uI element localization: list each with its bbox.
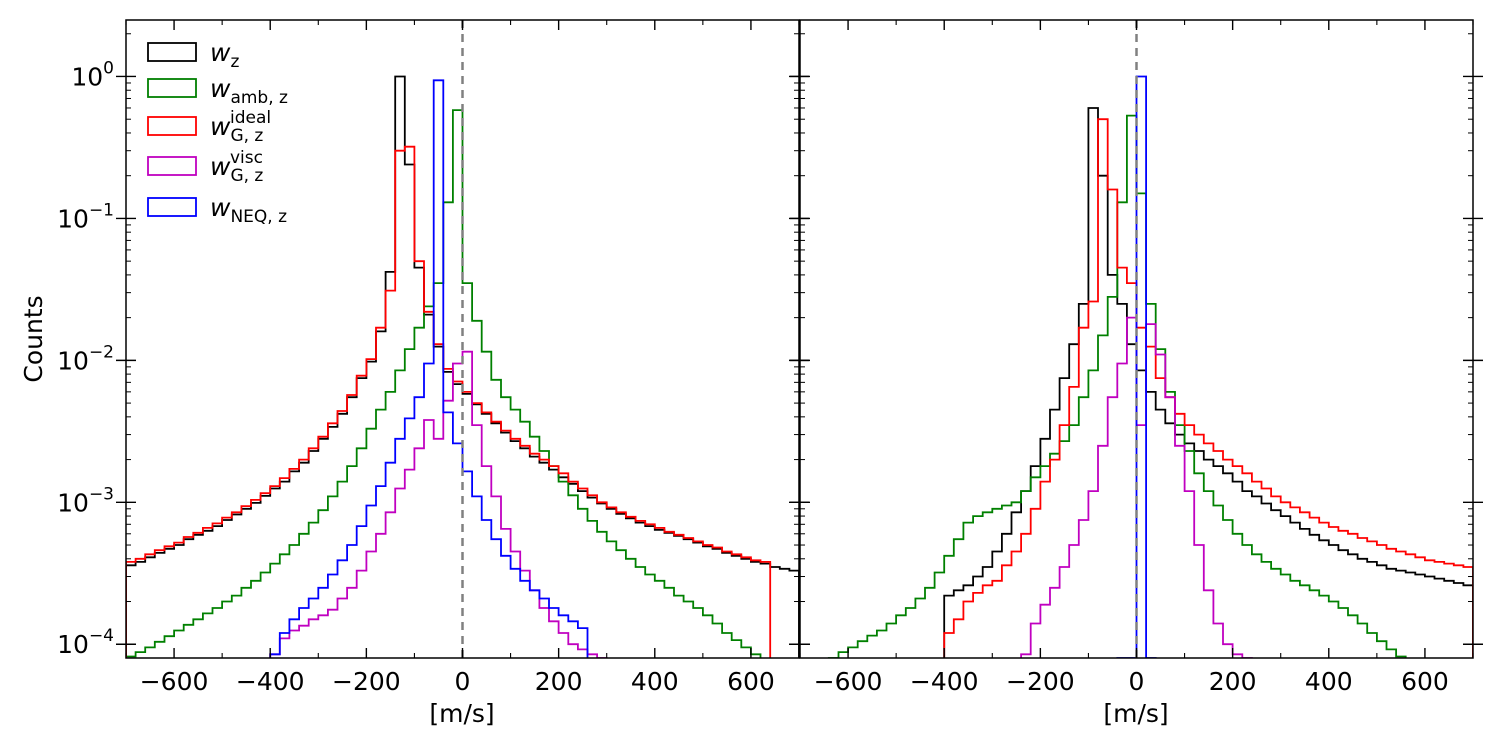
legend-label-4: wNEQ, z [210,193,287,227]
x-tick-label: 600 [727,667,775,696]
x-tick-label: −200 [332,667,401,696]
right-ticks: −600 −400 −200 0 200 400 600 [790,20,1483,696]
x-tick-label: 200 [535,667,583,696]
y-tick-label: 10−4 [57,626,114,659]
right-panel: −600 −400 −200 0 200 400 600 [m/s] [790,19,1483,728]
series-0-2 [126,145,772,658]
x-tick-label: −400 [910,667,979,696]
series-0-1 [126,109,762,658]
left-xlabel: [m/s] [429,699,494,728]
x-tick-label: 600 [1401,667,1449,696]
x-tick-label: −600 [140,667,209,696]
legend-label-3: wG, z [210,152,263,186]
series-1-2 [943,118,1473,658]
legend-sup-2: ideal [230,108,271,128]
x-tick-label: −600 [814,667,883,696]
legend-swatch-0 [147,42,197,62]
right-xlabel: [m/s] [1103,699,1168,728]
x-tick-label: 400 [1305,667,1353,696]
left-ticks: −600 −400 −200 0 200 400 600 100 10−1 10−2 10−3 10−… [57,20,809,696]
series-0-4 [269,79,589,658]
x-tick-label: 400 [631,667,679,696]
x-tick-label: 0 [1129,667,1145,696]
left-ylabel: Counts [19,295,48,382]
legend-sup-3: visc [230,148,263,168]
legend-label-2: wG, z [210,112,263,146]
series-1-1 [827,114,1407,658]
x-tick-label: 0 [455,667,471,696]
y-tick-label: 100 [71,58,114,91]
y-tick-label: 10−3 [57,484,114,517]
legend-label-0: wz [210,38,239,72]
x-tick-label: −400 [236,667,305,696]
legend-swatch-1 [147,78,197,98]
legend-swatch-3 [147,156,197,176]
y-tick-label: 10−2 [57,342,114,375]
x-tick-label: −200 [1006,667,1075,696]
legend-label-1: wamb, z [210,74,288,108]
left-panel: −600 −400 −200 0 200 400 600 100 10−1 10−2 10−3 10−… [19,19,809,728]
series-1-0 [943,107,1473,658]
legend-swatch-2 [147,116,197,136]
series-0-3 [269,350,608,658]
legend-swatch-4 [147,197,197,217]
x-tick-label: 200 [1209,667,1257,696]
y-tick-label: 10−1 [57,200,114,233]
